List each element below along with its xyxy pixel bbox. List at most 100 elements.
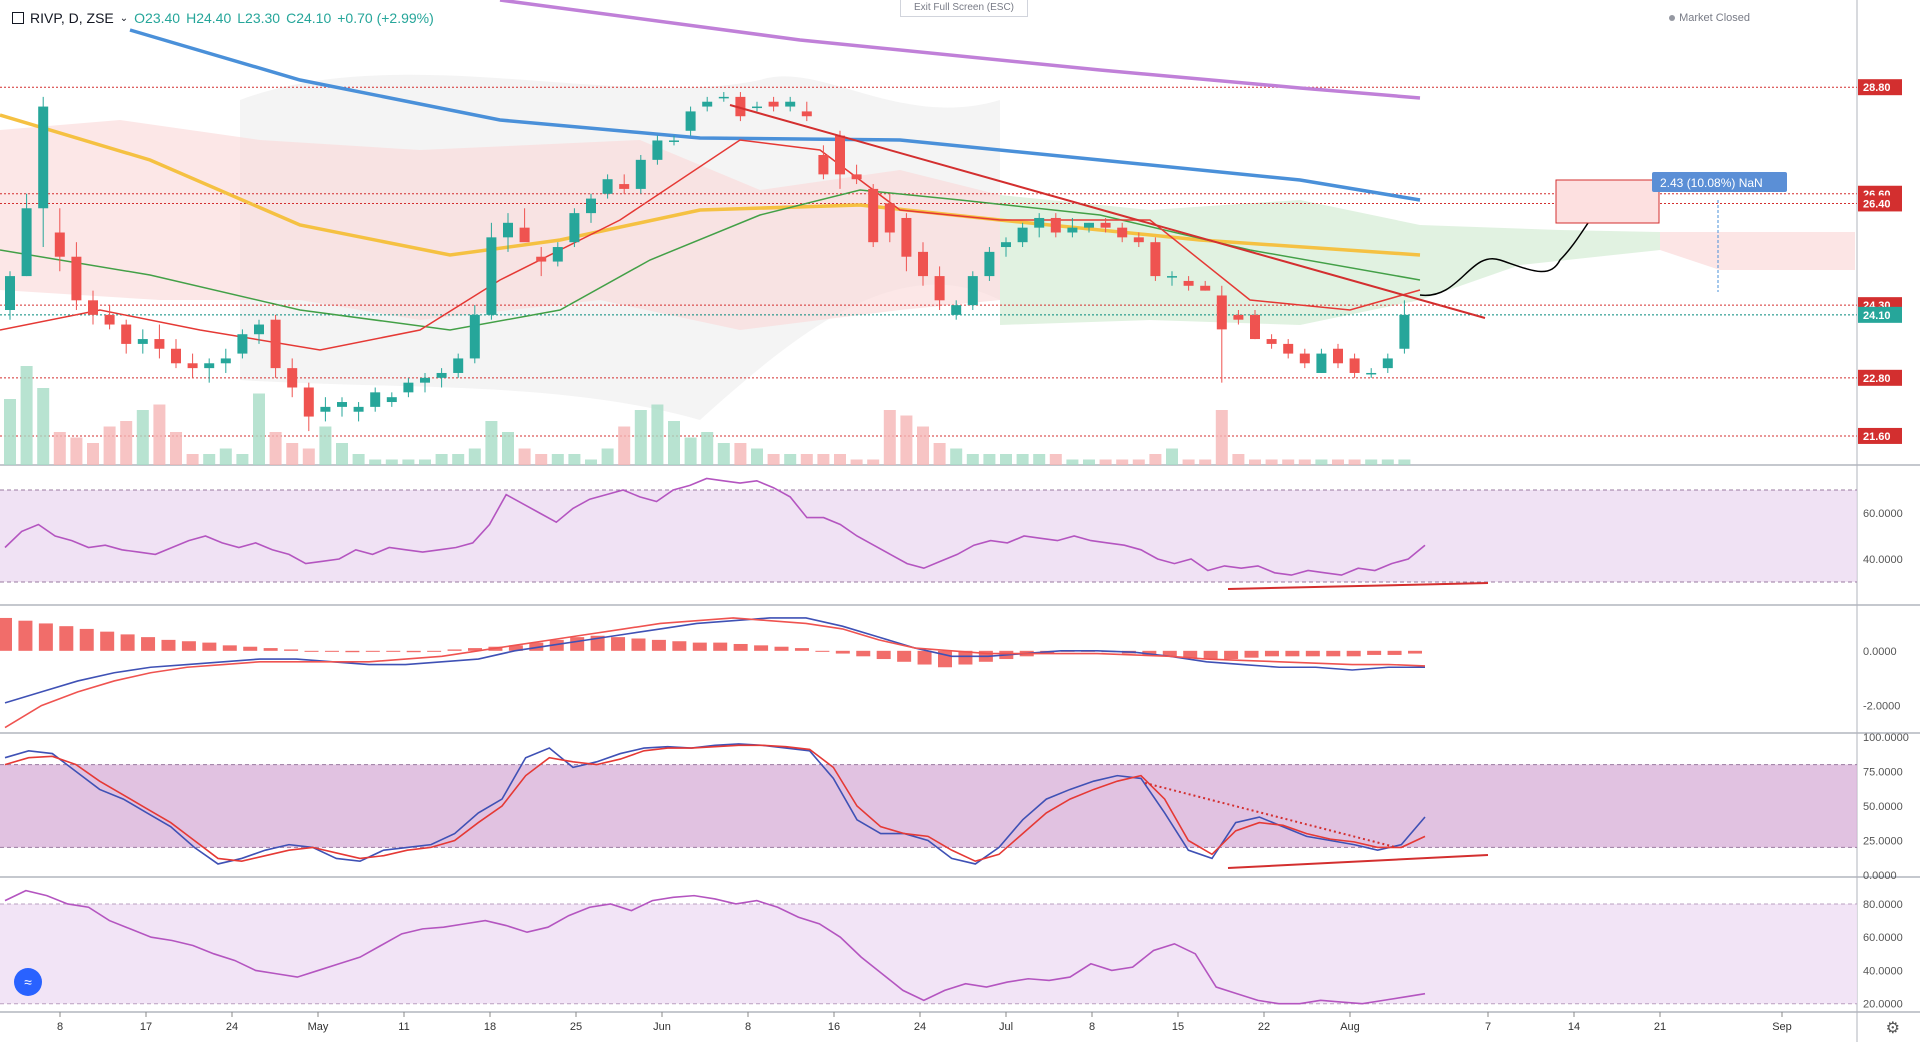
candle-body [669, 140, 679, 142]
volume-bar [850, 459, 863, 465]
volume-bar [933, 443, 946, 465]
candle-body [635, 159, 646, 189]
macd-hist-bar [1326, 650, 1341, 657]
volume-bar [70, 437, 83, 465]
macd-hist-bar [508, 645, 523, 651]
macd-hist-bar [1264, 650, 1279, 657]
candle-body [1316, 353, 1327, 373]
candle-body [1399, 314, 1410, 349]
candle-body [503, 222, 513, 238]
candle-body [901, 217, 912, 257]
osc4-tick-label: 20.0000 [1863, 999, 1903, 1011]
volume-bar [651, 404, 664, 465]
volume-bar [668, 421, 680, 465]
volume-bar [1298, 459, 1311, 465]
volume-bar [468, 448, 481, 465]
macd-hist-bar [284, 649, 299, 651]
candle-body [984, 251, 995, 277]
macd-hist-bar [141, 637, 156, 651]
stoch-tick-label: 50.0000 [1863, 801, 1903, 813]
macd-hist-bar [181, 641, 196, 651]
volume-bar [966, 454, 979, 465]
macd-line [4, 617, 1425, 704]
volume-bar [269, 432, 282, 465]
volume-bar [1365, 459, 1378, 465]
time-tick-label: 7 [1485, 1021, 1491, 1033]
gear-icon[interactable]: ⚙ [1885, 1020, 1900, 1037]
menu-icon[interactable] [12, 12, 24, 24]
volume-bar [203, 454, 216, 465]
candle-body [38, 106, 49, 209]
volume-bar [1265, 459, 1278, 465]
macd-signal-line [4, 617, 1426, 729]
candle-body [1200, 285, 1211, 291]
volume-bar [120, 421, 133, 465]
volume-bar [186, 454, 199, 465]
price-level-tag [1858, 427, 1902, 444]
volume-bar [1033, 454, 1046, 465]
volume-bar [1199, 459, 1212, 465]
ma-green-line [0, 189, 1421, 331]
stoch-trendline [1227, 854, 1489, 869]
price-level-label: 24.10 [1863, 310, 1891, 322]
macd-hist-bar [202, 642, 217, 651]
symbol-header: RIVP, D, ZSE ⌄ O23.40 H24.40 L23.30 C24.… [12, 10, 434, 26]
candle-body [1233, 314, 1244, 320]
candle-body [768, 101, 779, 107]
chevron-down-icon[interactable]: ⌄ [119, 12, 129, 24]
exit-fullscreen-button[interactable]: Exit Full Screen (ESC) [900, 0, 1028, 17]
volume-bar [435, 454, 448, 465]
time-tick-label: 17 [140, 1021, 152, 1033]
market-status: Market Closed [1669, 12, 1750, 24]
time-tick-label: 25 [570, 1021, 582, 1033]
time-tick-label: Jun [653, 1021, 671, 1033]
price-level-label: 28.80 [1863, 82, 1891, 94]
volume-bar [369, 459, 382, 465]
time-tick-label: 15 [1172, 1021, 1184, 1033]
macd-hist-bar [38, 623, 53, 651]
volume-bar [784, 454, 797, 465]
price-level-tag [1858, 306, 1902, 323]
macd-hist-bar [611, 637, 626, 651]
volume-bar [800, 454, 813, 465]
candle-body [54, 232, 65, 257]
volume-bar [535, 454, 548, 465]
volume-bar [1149, 454, 1162, 465]
price-level-tag [1858, 79, 1902, 96]
macd-hist-bar [794, 648, 809, 651]
volume-bar [1398, 459, 1411, 465]
time-tick-label: 22 [1258, 1021, 1270, 1033]
trendline-down [729, 104, 1486, 319]
tradingview-logo-icon[interactable]: ≈ [14, 968, 42, 996]
volume-bar [219, 448, 232, 465]
volume-bar [1083, 459, 1095, 465]
macd-hist-bar [570, 637, 585, 651]
candle-body [420, 377, 430, 383]
volume-bar [1000, 454, 1012, 465]
price-level-tag [1858, 195, 1902, 212]
candle-body [1167, 276, 1177, 278]
macd-hist-bar [876, 650, 891, 660]
candle-body [785, 101, 796, 107]
candle-body [835, 135, 845, 175]
macd-hist-bar [856, 650, 871, 657]
volume-bar [1381, 459, 1394, 465]
volume-bar [1166, 448, 1178, 465]
candle-body [320, 406, 331, 412]
symbol-name[interactable]: RIVP, D, ZSE [30, 10, 114, 26]
macd-hist-bar [958, 650, 973, 665]
ichimoku-cloud-future [1660, 232, 1855, 270]
time-tick-label: 11 [398, 1021, 409, 1033]
volume-bar [170, 432, 182, 465]
candle-body [1299, 353, 1310, 364]
macd-tick-label: 0.0000 [1863, 646, 1897, 658]
macd-hist-bar [754, 645, 769, 651]
volume-bar [385, 459, 398, 465]
volume-bar [53, 432, 66, 465]
volume-bar [1116, 459, 1129, 465]
candle-body [735, 96, 746, 117]
stoch-tick-label: 100.0000 [1863, 732, 1909, 744]
candle-body [137, 339, 148, 344]
